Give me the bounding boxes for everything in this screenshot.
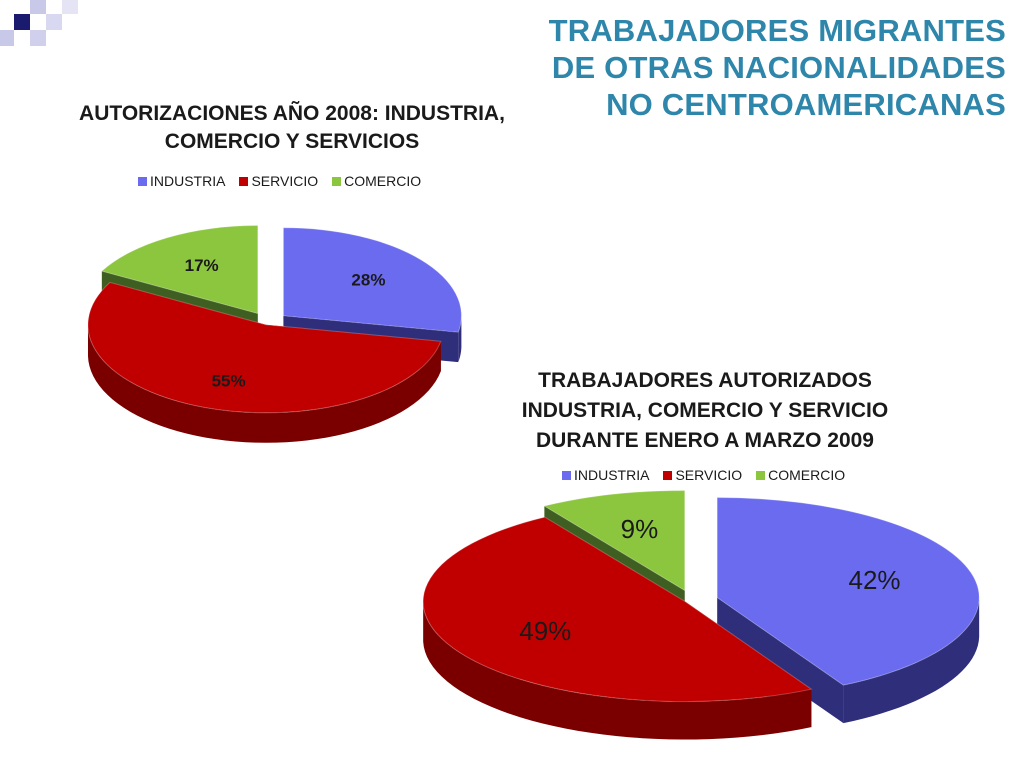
chart-2009-title-line-2: INDUSTRIA, COMERCIO Y SERVICIO [521,399,889,422]
legend-item-industria: INDUSTRIA [562,467,649,483]
legend-label-servicio: SERVICIO [251,173,319,189]
legend-swatch-industria [138,176,147,186]
chart-2009-title-line-1: TRABAJADORES AUTORIZADOS [538,369,872,392]
slice-rim [458,314,462,363]
pie-slice-industria [716,497,980,724]
legend-item-servicio: SERVICIO [663,467,742,483]
slice-label-industria: 42% [848,565,900,595]
pie-chart-0: 28% 55% 17% [87,224,462,443]
legend-swatch-comercio [756,470,766,480]
legend-label-comercio: COMERCIO [768,467,846,483]
corner-decoration [0,0,78,46]
slice-top [543,489,686,592]
slice-label-comercio: 9% [621,514,659,544]
pie-slice-servicio [87,281,442,443]
legend-label-industria: INDUSTRIA [150,173,226,189]
legend-swatch-servicio [239,176,249,186]
slice-top [100,224,259,315]
slice-top [716,497,980,686]
slice-rim [87,326,441,443]
chart-2008-title-line-2: COMERCIO Y SERVICIOS [164,130,420,153]
legend-swatch-comercio [332,176,342,186]
legend-label-comercio: COMERCIO [344,173,422,189]
slice-top [87,281,442,414]
chart-2008-title: AUTORIZACIONES AÑO 2008: INDUSTRIA, COME… [22,100,562,156]
chart-2009-title-line-3: DURANTE ENERO A MARZO 2009 [536,429,874,452]
slice-wall [717,597,844,724]
slide-title-line-3: NO CENTROAMERICANAS [606,87,1006,122]
legend-swatch-industria [562,470,571,480]
legend-item-industria: INDUSTRIA [138,173,225,189]
slice-label-industria: 28% [351,270,385,289]
slice-top [422,516,813,703]
slice-label-servicio: 49% [519,616,571,646]
chart-2009-legend: INDUSTRIA SERVICIO COMERCIO [562,467,845,483]
legend-label-servicio: SERVICIO [675,467,743,483]
legend-swatch-servicio [663,470,673,480]
slice-rim [423,603,812,740]
slice-top [282,227,462,333]
chart-2008-title-line-1: AUTORIZACIONES AÑO 2008: INDUSTRIA, [79,102,505,125]
legend-label-industria: INDUSTRIA [574,467,650,483]
pie-chart-1: 42% 49% 9% [422,489,980,740]
chart-2008-legend: INDUSTRIA SERVICIO COMERCIO [138,173,421,189]
legend-item-comercio: COMERCIO [756,467,845,483]
legend-item-comercio: COMERCIO [332,173,421,189]
pie-slice-servicio [422,516,813,740]
chart-2009-title: TRABAJADORES AUTORIZADOS INDUSTRIA, COME… [470,366,940,456]
slice-label-servicio: 55% [212,372,246,391]
slide-title-line-1: TRABAJADORES MIGRANTES [548,13,1006,48]
slide-title-line-2: DE OTRAS NACIONALIDADES [551,50,1006,85]
legend-item-servicio: SERVICIO [239,173,318,189]
slide-title: TRABAJADORES MIGRANTES DE OTRAS NACIONAL… [549,12,1006,123]
slice-rim [843,598,980,724]
slice-label-comercio: 17% [185,256,219,275]
